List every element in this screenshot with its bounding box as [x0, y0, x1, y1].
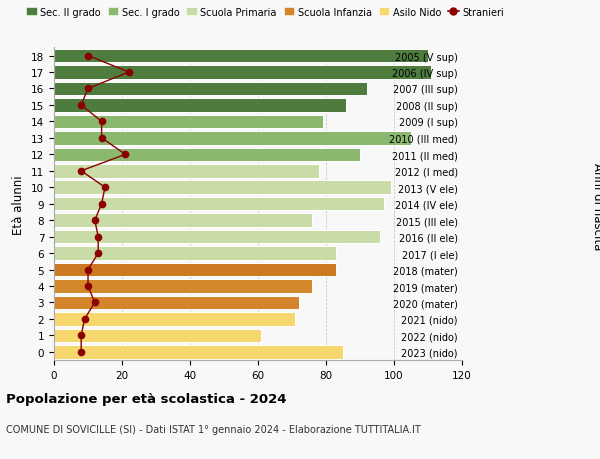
- Bar: [54, 83, 367, 96]
- Bar: [54, 50, 428, 63]
- Bar: [54, 345, 343, 359]
- Bar: [54, 132, 411, 146]
- Bar: [54, 181, 391, 195]
- Legend: Sec. II grado, Sec. I grado, Scuola Primaria, Scuola Infanzia, Asilo Nido, Stran: Sec. II grado, Sec. I grado, Scuola Prim…: [26, 8, 504, 18]
- Bar: [54, 214, 313, 227]
- Bar: [54, 99, 346, 112]
- Bar: [54, 263, 336, 277]
- Bar: [54, 296, 299, 309]
- Bar: [54, 230, 380, 244]
- Y-axis label: Età alunni: Età alunni: [13, 174, 25, 234]
- Text: Anni di nascita: Anni di nascita: [590, 163, 600, 250]
- Bar: [54, 280, 313, 293]
- Bar: [54, 247, 336, 260]
- Bar: [54, 197, 384, 211]
- Bar: [54, 148, 360, 162]
- Text: Popolazione per età scolastica - 2024: Popolazione per età scolastica - 2024: [6, 392, 287, 405]
- Bar: [54, 165, 319, 178]
- Bar: [54, 115, 323, 129]
- Bar: [54, 313, 295, 326]
- Bar: [54, 329, 262, 342]
- Bar: [54, 66, 431, 79]
- Text: COMUNE DI SOVICILLE (SI) - Dati ISTAT 1° gennaio 2024 - Elaborazione TUTTITALIA.: COMUNE DI SOVICILLE (SI) - Dati ISTAT 1°…: [6, 425, 421, 435]
